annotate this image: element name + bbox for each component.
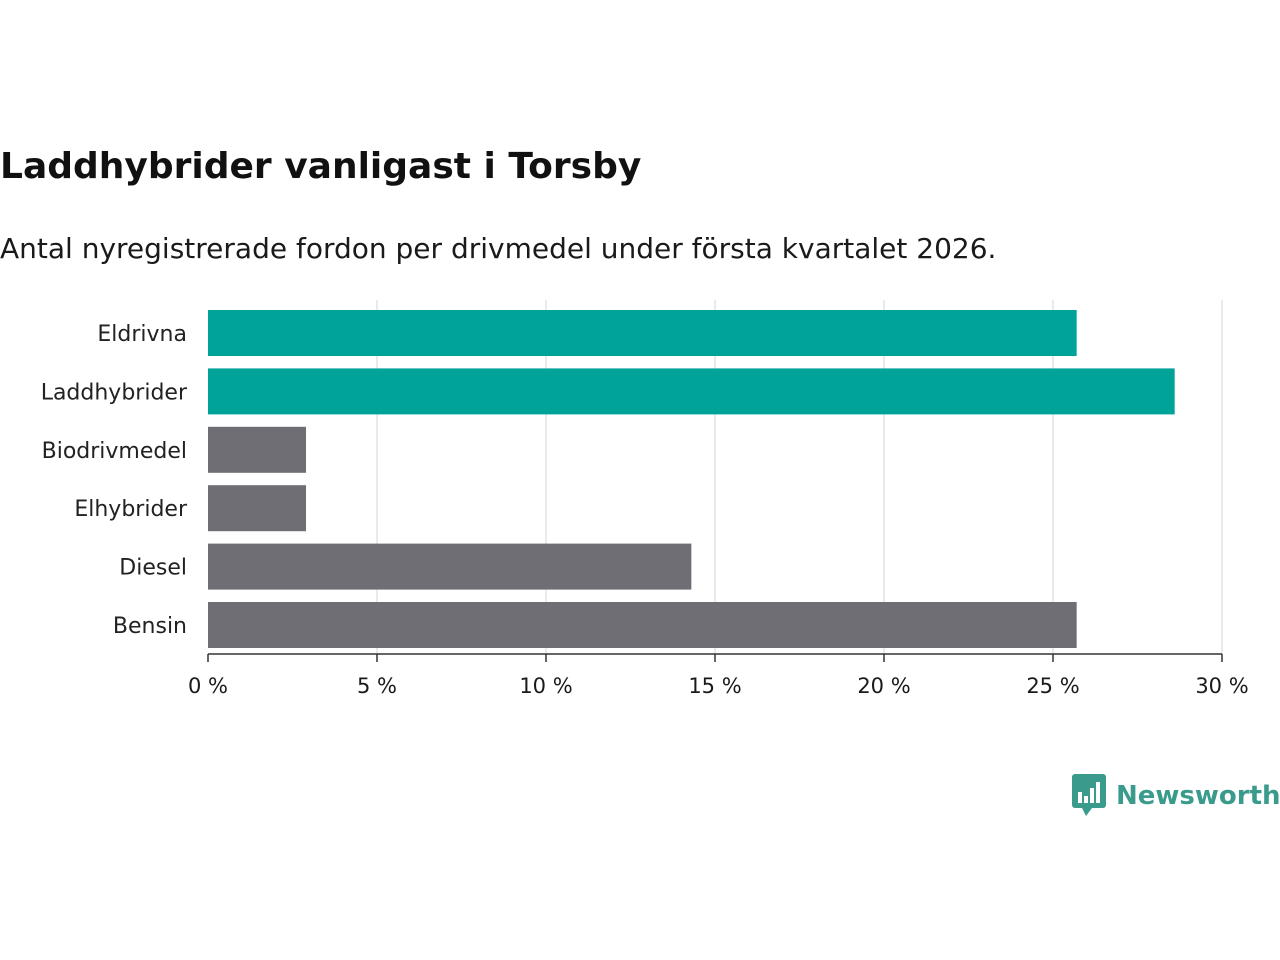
x-tick-label: 30 %	[1195, 674, 1248, 698]
bar	[208, 426, 307, 473]
chart-title: Laddhybrider vanligast i Torsby	[0, 146, 642, 187]
category-labels: Eldrivna Laddhybrider Biodrivmedel Elhybrid…	[41, 322, 188, 639]
x-tick-label: 15 %	[688, 674, 741, 698]
x-tick-label: 10 %	[519, 674, 572, 698]
chart-subtitle: Antal nyregistrerade fordon per drivmede…	[0, 232, 997, 265]
category-label: Laddhybrider	[41, 380, 188, 405]
x-axis: 0 % 5 % 10 % 15 % 20 % 25 % 30 %	[188, 653, 1249, 698]
x-tick-label: 25 %	[1026, 674, 1079, 698]
grid-lines	[376, 300, 1223, 654]
category-label: Eldrivna	[97, 322, 187, 347]
category-label: Elhybrider	[74, 497, 188, 522]
category-label: Diesel	[119, 556, 187, 581]
bar	[208, 485, 307, 532]
x-tick-label: 0 %	[188, 674, 228, 698]
x-tick-label: 5 %	[357, 674, 397, 698]
bar-chart: 0 % 5 % 10 % 15 % 20 % 25 % 30 % Eldrivna Laddh…	[41, 300, 1249, 698]
newsworthy-logo-icon	[1072, 774, 1106, 816]
bar	[208, 368, 1175, 415]
x-tick-label: 20 %	[857, 674, 910, 698]
brand-name: Newsworthy	[1116, 781, 1280, 811]
newsworthy-logo: Newsworthy	[1072, 774, 1280, 818]
bar	[208, 310, 1077, 356]
bars	[208, 310, 1175, 648]
bar	[208, 543, 692, 590]
category-label: Bensin	[113, 614, 187, 639]
category-label: Biodrivmedel	[42, 439, 187, 464]
bar	[208, 602, 1077, 648]
